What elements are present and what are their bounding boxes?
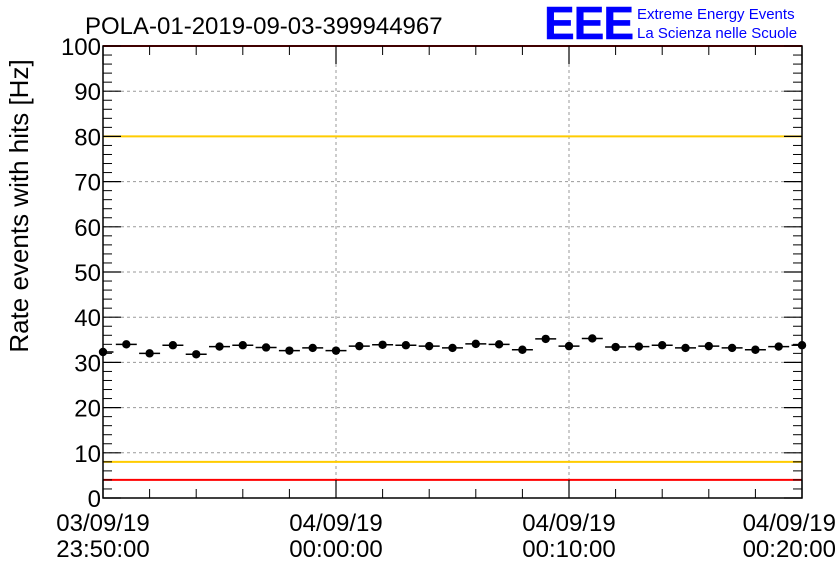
y-tick-label: 90 [74, 79, 101, 106]
reference-lines [103, 45, 802, 481]
data-point-marker [261, 343, 271, 352]
y-tick-label: 20 [74, 396, 101, 423]
x-tick-time: 23:50:00 [56, 536, 149, 563]
data-point-marker [192, 350, 201, 359]
eee-logo-mark: EEE [544, 0, 633, 49]
data-point-marker [355, 341, 364, 351]
y-tick-label: 30 [74, 350, 101, 377]
data-point [98, 347, 114, 357]
data-point [535, 334, 557, 344]
data-point-marker [518, 345, 527, 354]
data-point-marker [611, 342, 620, 352]
data-point-marker [494, 340, 504, 349]
data-point [348, 341, 370, 351]
data-point-marker [448, 343, 457, 353]
data-point [278, 346, 300, 355]
data-point-marker [658, 341, 667, 350]
grid [103, 46, 802, 498]
data-points [98, 334, 807, 359]
y-tick-label: 60 [74, 215, 101, 242]
x-tick-time: 00:00:00 [289, 536, 382, 563]
data-point [581, 334, 603, 343]
data-point [209, 342, 230, 351]
y-axis-ticks: 0 10 20 30 40 50 60 70 80 90 100 [61, 34, 802, 513]
eee-logo-line2: La Scienza nelle Scuole [637, 25, 797, 42]
data-point [488, 340, 510, 349]
data-point [511, 345, 533, 354]
data-point-marker [308, 343, 317, 353]
data-point [675, 343, 696, 353]
x-tick-time: 00:20:00 [743, 536, 836, 563]
data-point-marker [425, 341, 434, 351]
x-tick-date: 04/09/19 [743, 510, 836, 537]
data-point-marker [401, 341, 411, 350]
data-point-marker [122, 340, 131, 349]
x-tick-time: 00:10:00 [522, 536, 615, 563]
data-point [139, 349, 161, 358]
data-point [558, 341, 580, 351]
data-point-marker [238, 341, 247, 350]
data-point-marker [98, 347, 108, 357]
x-axis-ticks: 03/09/1923:50:0004/09/1900:00:0004/09/19… [56, 46, 836, 563]
y-tick-label: 100 [61, 34, 101, 61]
chart-title: POLA-01-2019-09-03-399944967 [85, 13, 443, 40]
y-axis-label: Rate events with hits [Hz] [4, 59, 34, 352]
data-point [628, 342, 650, 351]
data-point [721, 343, 743, 353]
eee-logo: EEE Extreme Energy Events La Scienza nel… [544, 0, 797, 49]
data-point [418, 341, 440, 351]
data-point [605, 342, 627, 352]
data-point-marker [285, 346, 294, 355]
x-tick-date: 04/09/19 [289, 510, 382, 537]
y-tick-label: 0 [88, 486, 101, 513]
data-point [372, 340, 394, 349]
data-point [651, 341, 673, 350]
data-point-marker [378, 340, 387, 349]
data-point [302, 343, 324, 353]
data-point [325, 346, 347, 355]
data-point-marker [797, 341, 807, 350]
data-point [768, 342, 790, 351]
data-point [185, 350, 207, 359]
data-point-marker [541, 334, 550, 344]
data-point-marker [704, 341, 713, 351]
y-tick-label: 40 [74, 305, 101, 332]
data-point-marker [331, 346, 341, 355]
data-point-marker [681, 343, 690, 353]
data-point [395, 341, 417, 350]
data-point-marker [168, 341, 178, 350]
data-point-marker [751, 345, 760, 354]
eee-logo-line1: Extreme Energy Events [637, 6, 795, 23]
data-point [255, 343, 277, 352]
data-point-marker [215, 342, 224, 351]
data-point-marker [727, 343, 737, 353]
data-point [791, 341, 807, 350]
x-tick-date: 04/09/19 [522, 510, 615, 537]
data-point [465, 339, 487, 349]
data-point [232, 341, 254, 350]
data-point-marker [471, 339, 480, 349]
data-point-marker [588, 334, 597, 343]
data-point-marker [774, 342, 783, 351]
data-point-marker [634, 342, 644, 351]
data-point-marker [145, 349, 154, 358]
y-tick-label: 50 [74, 260, 101, 287]
data-point [442, 343, 463, 353]
data-point [744, 345, 766, 354]
data-point [115, 340, 137, 349]
x-tick-date: 03/09/19 [56, 510, 149, 537]
data-point [162, 341, 184, 350]
y-tick-label: 80 [74, 124, 101, 151]
y-tick-label: 10 [74, 441, 101, 468]
data-point-marker [564, 341, 574, 351]
y-tick-label: 70 [74, 170, 101, 197]
data-point [698, 341, 720, 351]
